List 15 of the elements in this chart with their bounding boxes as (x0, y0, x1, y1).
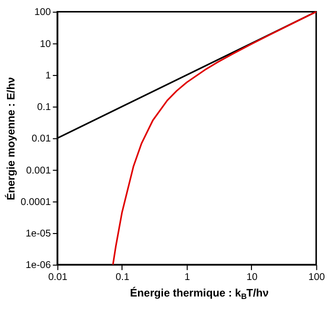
y-axis-title: Énergie moyenne : E/hν (4, 77, 18, 200)
y-tick-label: 10 (40, 38, 52, 50)
y-tick-label: 0.001 (26, 165, 52, 176)
y-tick-label: 1 (45, 70, 52, 82)
x-tick-label: 100 (308, 272, 326, 283)
y-tick-label: 1e-05 (26, 228, 52, 240)
x-tick-label: 0.01 (48, 272, 68, 283)
y-tick-label: 0.1 (37, 102, 52, 114)
y-tick-label: 0.01 (32, 134, 52, 145)
y-tick-label: 1e-06 (26, 260, 52, 272)
y-tick-label: 100 (34, 7, 52, 18)
y-tick-label: 0.0001 (20, 196, 52, 208)
x-tick-label: 1 (184, 272, 190, 283)
x-tick-label: 0.1 (116, 272, 130, 283)
x-tick-label: 10 (246, 272, 258, 283)
